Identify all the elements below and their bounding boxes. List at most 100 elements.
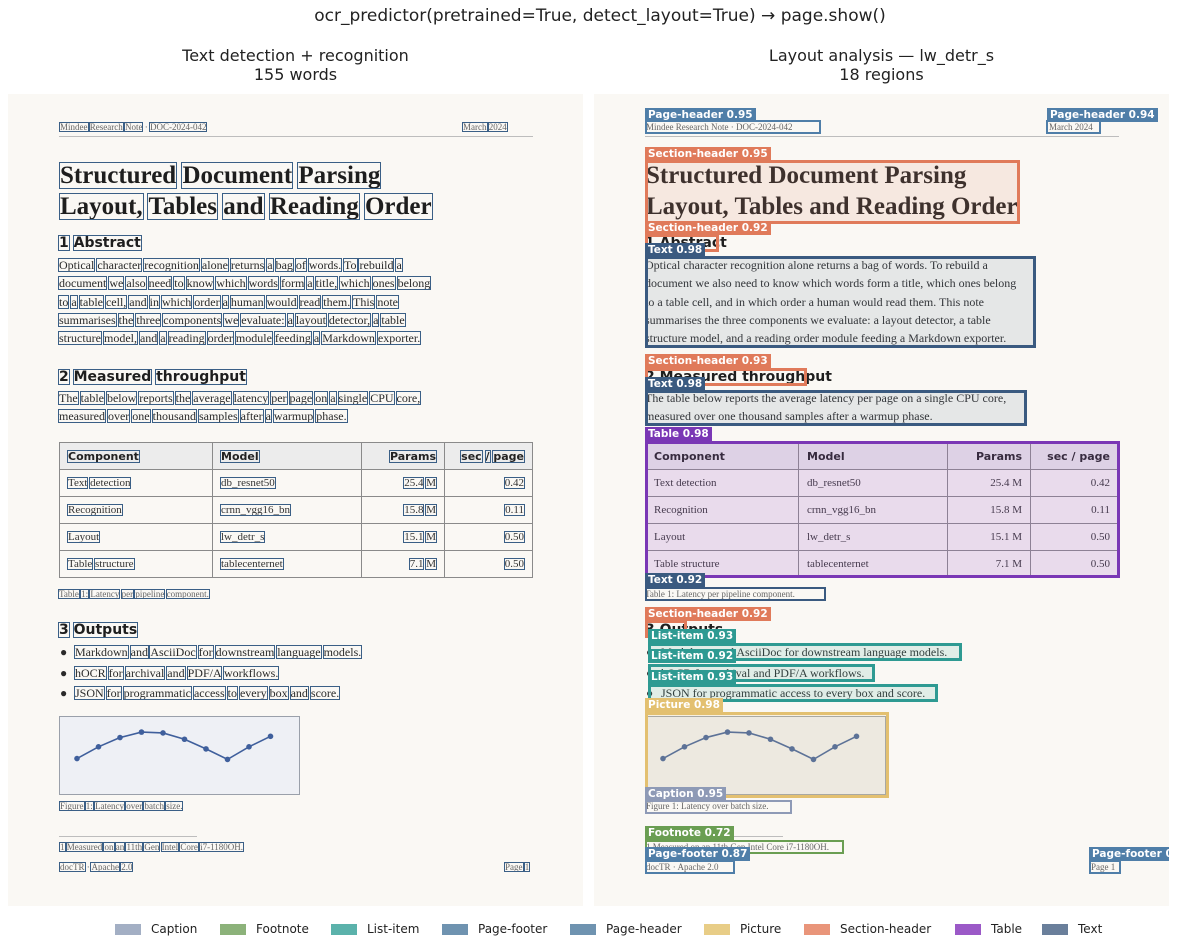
- table-cell: 0.11: [1030, 496, 1119, 524]
- word-box: [67, 504, 123, 516]
- abstract-line: Optical character recognition alone retu…: [645, 258, 988, 272]
- region-text: [645, 256, 1036, 348]
- doc-header-left: Mindee Research Note · DOC-2024-042: [646, 122, 793, 132]
- legend-item: Text: [1042, 920, 1102, 938]
- figure-point: [853, 733, 860, 740]
- throughput-line: measured over one thousand samples after…: [59, 409, 347, 424]
- left-panel-title-line2: 155 words: [253, 65, 338, 84]
- word-box: [59, 162, 178, 189]
- legend-item: Footnote: [220, 920, 309, 938]
- list-item: ●Markdown and AsciiDoc for downstream la…: [60, 643, 361, 664]
- table-header-cell: Params: [361, 442, 445, 470]
- word-box: [160, 842, 180, 852]
- region-picture: [645, 712, 889, 798]
- word-box: [306, 276, 314, 291]
- word-box: [181, 162, 294, 189]
- figure-point: [267, 733, 274, 740]
- doc-title-line2: Layout, Tables and Reading Order: [646, 193, 1018, 220]
- word-box: [372, 312, 380, 327]
- word-box: [89, 589, 121, 599]
- word-box: [395, 391, 422, 405]
- right-panel-title-line2: 18 regions: [839, 65, 924, 84]
- word-box: [108, 276, 125, 291]
- table-header-cell: Component: [59, 442, 213, 470]
- figure-point: [181, 736, 188, 743]
- figure-point: [724, 729, 731, 735]
- legend-item: Table: [955, 920, 1022, 938]
- word-box: [162, 312, 223, 327]
- word-box: [58, 331, 102, 346]
- word-box: [329, 391, 337, 405]
- word-box: [179, 842, 199, 852]
- word-box: [120, 589, 135, 599]
- word-box: [395, 258, 403, 272]
- word-box: [229, 294, 265, 309]
- word-box: [388, 449, 437, 463]
- word-box: [143, 842, 161, 852]
- table-cell: lw_detr_s: [212, 523, 362, 551]
- legend-swatch: [1042, 923, 1068, 935]
- word-box: [74, 645, 129, 659]
- table-header-row: Component Model Params sec / page: [59, 442, 533, 470]
- word-box: [425, 477, 437, 489]
- region-label: Section-header 0.93: [645, 354, 771, 368]
- throughput-line: The table below reports the average late…: [645, 391, 1007, 405]
- abstract-line: summarises the three components we evalu…: [59, 312, 405, 327]
- region-label: Text 0.98: [645, 243, 706, 257]
- word-box: [199, 842, 245, 852]
- word-box: [214, 645, 276, 659]
- word-box: [220, 449, 260, 463]
- word-box: [403, 531, 425, 543]
- region-page-header: [1046, 120, 1101, 134]
- region-label: Page-footer 0.87: [645, 847, 751, 861]
- region-label: List-item 0.92: [648, 649, 737, 663]
- section-3-heading: 3 Outputs: [59, 622, 138, 638]
- region-title: [645, 160, 1020, 224]
- word-box: [192, 391, 232, 405]
- word-box: [125, 801, 144, 811]
- word-box: [192, 686, 226, 700]
- region-page-footer: [645, 860, 735, 874]
- table-cell: Text detection: [59, 469, 213, 497]
- word-box: [96, 258, 143, 272]
- word-box: [104, 294, 128, 309]
- word-box: [123, 122, 144, 132]
- document-page: Mindee Research Note · DOC-2024-042 Marc…: [594, 94, 1169, 906]
- doc-footer-left: docTR · Apache 2.0: [646, 862, 719, 872]
- word-box: [268, 193, 360, 220]
- region-list-item: [648, 684, 938, 702]
- word-box: [363, 193, 433, 220]
- doc-header-left: Mindee Research Note · DOC-2024-042: [60, 122, 207, 132]
- word-box: [220, 531, 266, 543]
- word-box: [238, 686, 268, 700]
- word-box: [487, 122, 508, 132]
- table-cell: 15.8 M: [947, 496, 1031, 524]
- figure-point: [746, 730, 752, 736]
- word-box: [131, 409, 151, 424]
- left-panel-title-line1: Text detection + recognition: [182, 46, 409, 65]
- word-box: [358, 258, 395, 272]
- word-box: [322, 645, 363, 659]
- bullet-icon: ●: [60, 686, 68, 700]
- latency-table: Component Model Params sec / page Text d…: [645, 442, 1119, 578]
- legend-swatch: [220, 923, 246, 935]
- word-box: [247, 276, 279, 291]
- word-box: [58, 369, 70, 385]
- word-box: [197, 645, 214, 659]
- word-box: [59, 842, 66, 852]
- word-box: [67, 558, 94, 570]
- abstract-line: document we also need to know which word…: [645, 276, 1017, 291]
- legend-item: Picture: [704, 920, 781, 938]
- figure-point: [660, 755, 666, 762]
- word-box: [265, 294, 298, 309]
- word-box: [58, 622, 70, 638]
- word-box: [72, 622, 139, 638]
- region-page-footer: [1089, 860, 1121, 874]
- word-box: [117, 312, 135, 327]
- word-box: [58, 409, 106, 424]
- figure-point: [117, 734, 123, 741]
- word-box: [484, 449, 491, 463]
- word-box: [90, 862, 120, 872]
- word-box: [376, 331, 422, 346]
- legend: Caption Footnote List-item Page-footer P…: [0, 920, 1200, 940]
